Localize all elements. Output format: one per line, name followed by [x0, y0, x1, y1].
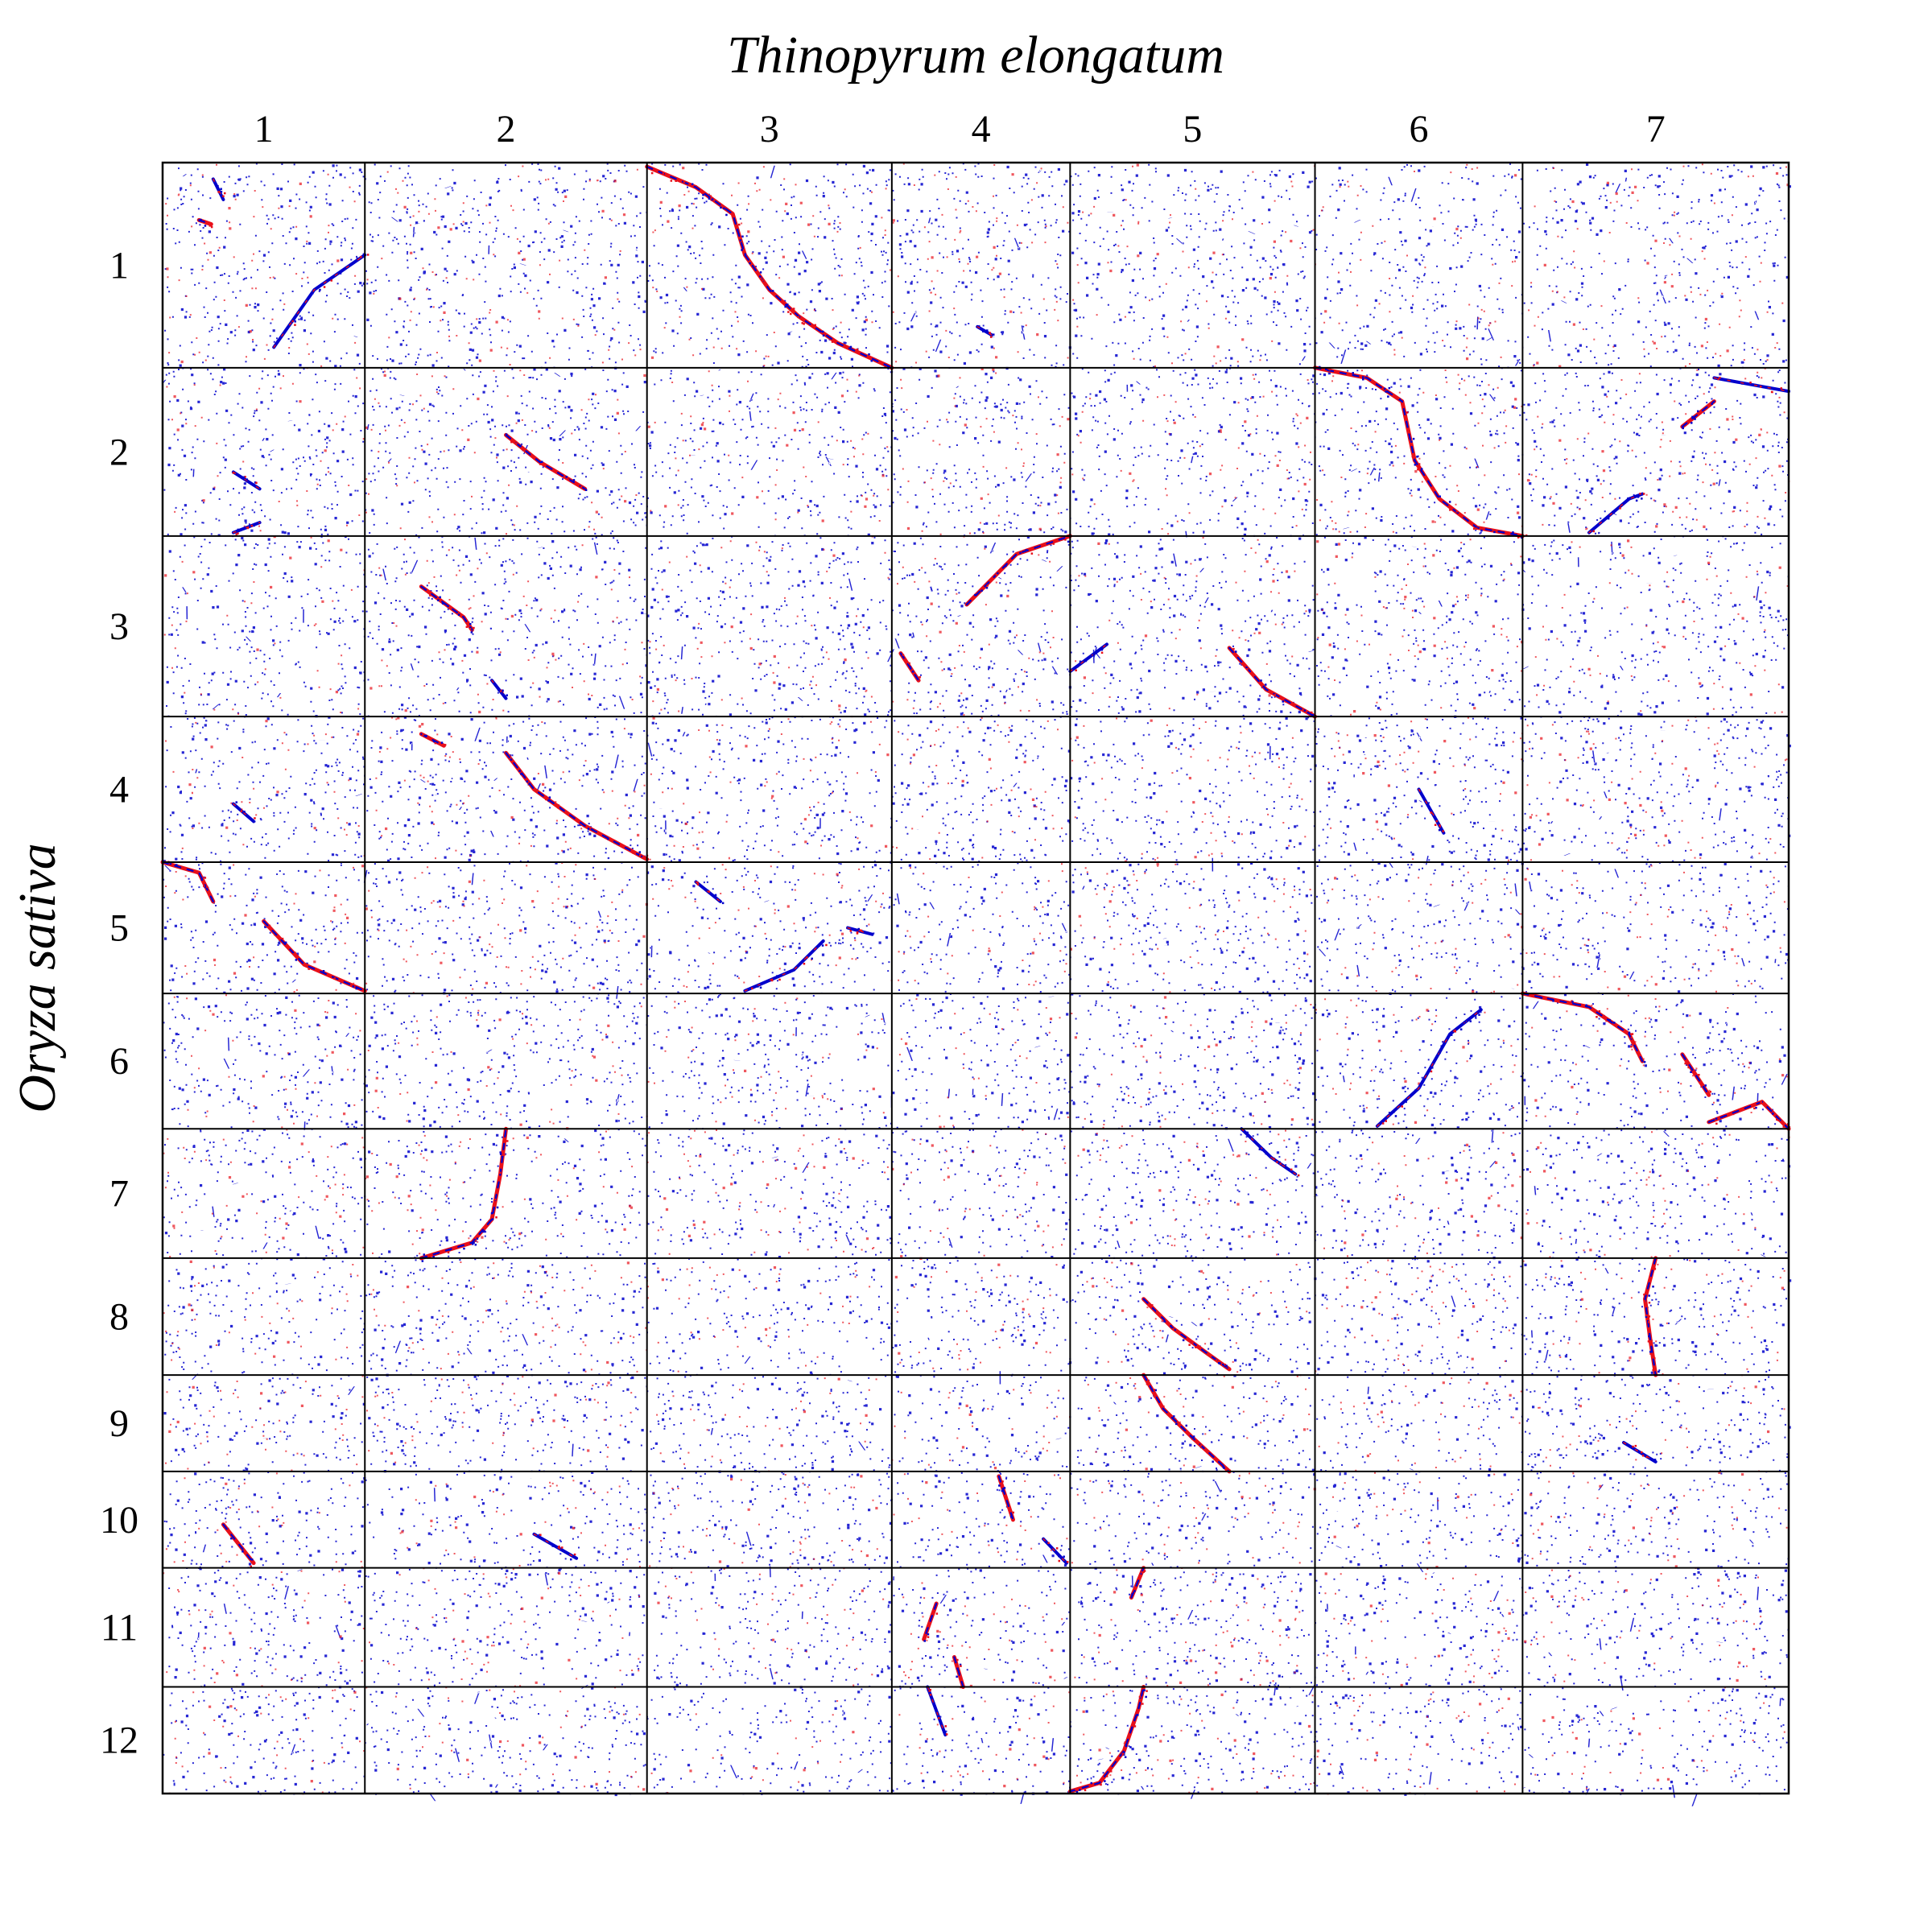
- synteny-block-5-3-24: [694, 880, 724, 905]
- synteny-block-7-5-32: [1240, 1127, 1300, 1177]
- synteny-block-10-2-38: [532, 1532, 579, 1561]
- synteny-blocks-layer: [160, 164, 1791, 1794]
- synteny-block-2-2-7: [504, 432, 588, 491]
- synteny-block-6-7-28: [1520, 991, 1646, 1063]
- synteny-block-4-2-20: [504, 750, 650, 861]
- synteny-block-12-4-44: [926, 1685, 948, 1737]
- synteny-block-4-1-18: [231, 801, 256, 824]
- synteny-block-12-5-45: [1067, 1685, 1148, 1794]
- y-tick-label: 10: [100, 1499, 138, 1542]
- synteny-block-8-5-33: [1141, 1297, 1232, 1372]
- synteny-block-5-1-22: [160, 860, 216, 904]
- synteny-block-2-6-8: [1313, 365, 1528, 539]
- synteny-block-4-6-21: [1417, 787, 1446, 835]
- y-tick-label: 4: [109, 769, 129, 811]
- synteny-block-8-7-34: [1643, 1256, 1660, 1377]
- synteny-block-3-2-13: [490, 679, 508, 700]
- x-tick-label: 6: [1410, 108, 1429, 151]
- y-tick-label: 1: [109, 244, 129, 287]
- chromosome-grid: [161, 161, 1790, 1795]
- synteny-block-6-7-30: [1707, 1100, 1791, 1131]
- synteny-block-11-5-43: [1129, 1566, 1146, 1600]
- synteny-block-2-1-6: [231, 521, 262, 535]
- y-axis-title: Oryza sativa: [8, 843, 67, 1113]
- dots-layer: [161, 163, 1792, 1806]
- synteny-block-9-5-35: [1141, 1373, 1232, 1474]
- x-tick-labels: 1 2 3 4 5 6 7: [254, 108, 1666, 151]
- synteny-block-5-3-25: [743, 939, 828, 993]
- synteny-block-5-3-26: [846, 926, 874, 936]
- x-tick-label: 3: [760, 108, 779, 151]
- synteny-block-1-1-2: [272, 253, 369, 349]
- y-tick-label: 9: [109, 1402, 129, 1445]
- synteny-block-6-7-29: [1680, 1052, 1711, 1097]
- x-tick-label: 4: [972, 108, 991, 151]
- synteny-block-10-4-40: [1042, 1537, 1069, 1565]
- background-dots-reverse: [163, 163, 1790, 1795]
- x-tick-label: 7: [1646, 108, 1666, 151]
- synteny-block-11-4-41: [922, 1601, 939, 1642]
- synteny-block-11-4-42: [952, 1655, 965, 1689]
- x-axis-title: Thinopyrum elongatum: [727, 26, 1224, 85]
- plot-frame: [161, 161, 1790, 1795]
- synteny-block-1-1-1: [196, 217, 213, 229]
- synteny-block-2-1-5: [231, 470, 262, 491]
- synteny-block-7-2-31: [419, 1126, 509, 1262]
- background-dots-forward: [161, 163, 1792, 1806]
- synteny-block-9-7-36: [1622, 1441, 1657, 1463]
- y-tick-label: 7: [109, 1173, 129, 1216]
- x-tick-label: 1: [254, 108, 274, 151]
- y-tick-label: 12: [100, 1719, 138, 1762]
- synteny-block-3-4-14: [898, 651, 921, 683]
- y-tick-label: 6: [109, 1040, 129, 1083]
- synteny-block-2-7-9: [1587, 492, 1645, 535]
- y-tick-label: 8: [109, 1296, 129, 1339]
- synteny-block-3-5-16: [1068, 642, 1108, 673]
- synteny-block-3-4-15: [964, 534, 1072, 607]
- synteny-block-3-5-17: [1227, 646, 1317, 719]
- synteny-block-2-7-10: [1680, 399, 1716, 430]
- synteny-block-4-2-19: [419, 732, 447, 748]
- synteny-block-1-1-0: [211, 177, 226, 201]
- x-tick-label: 2: [497, 108, 516, 151]
- y-tick-label: 2: [109, 431, 129, 473]
- synteny-block-5-1-23: [262, 919, 367, 993]
- synteny-block-1-3-3: [645, 164, 894, 370]
- synteny-block-6-6-27: [1375, 1008, 1483, 1128]
- synteny-block-10-1-37: [221, 1522, 256, 1568]
- synteny-block-1-4-4: [976, 324, 995, 338]
- synteny-block-2-7-11: [1712, 376, 1790, 394]
- y-tick-label: 5: [109, 907, 129, 950]
- y-tick-label: 3: [109, 605, 129, 648]
- x-tick-label: 5: [1183, 108, 1202, 151]
- y-tick-label: 11: [101, 1607, 138, 1649]
- synteny-block-10-4-39: [997, 1474, 1015, 1522]
- synteny-block-3-2-12: [419, 584, 475, 634]
